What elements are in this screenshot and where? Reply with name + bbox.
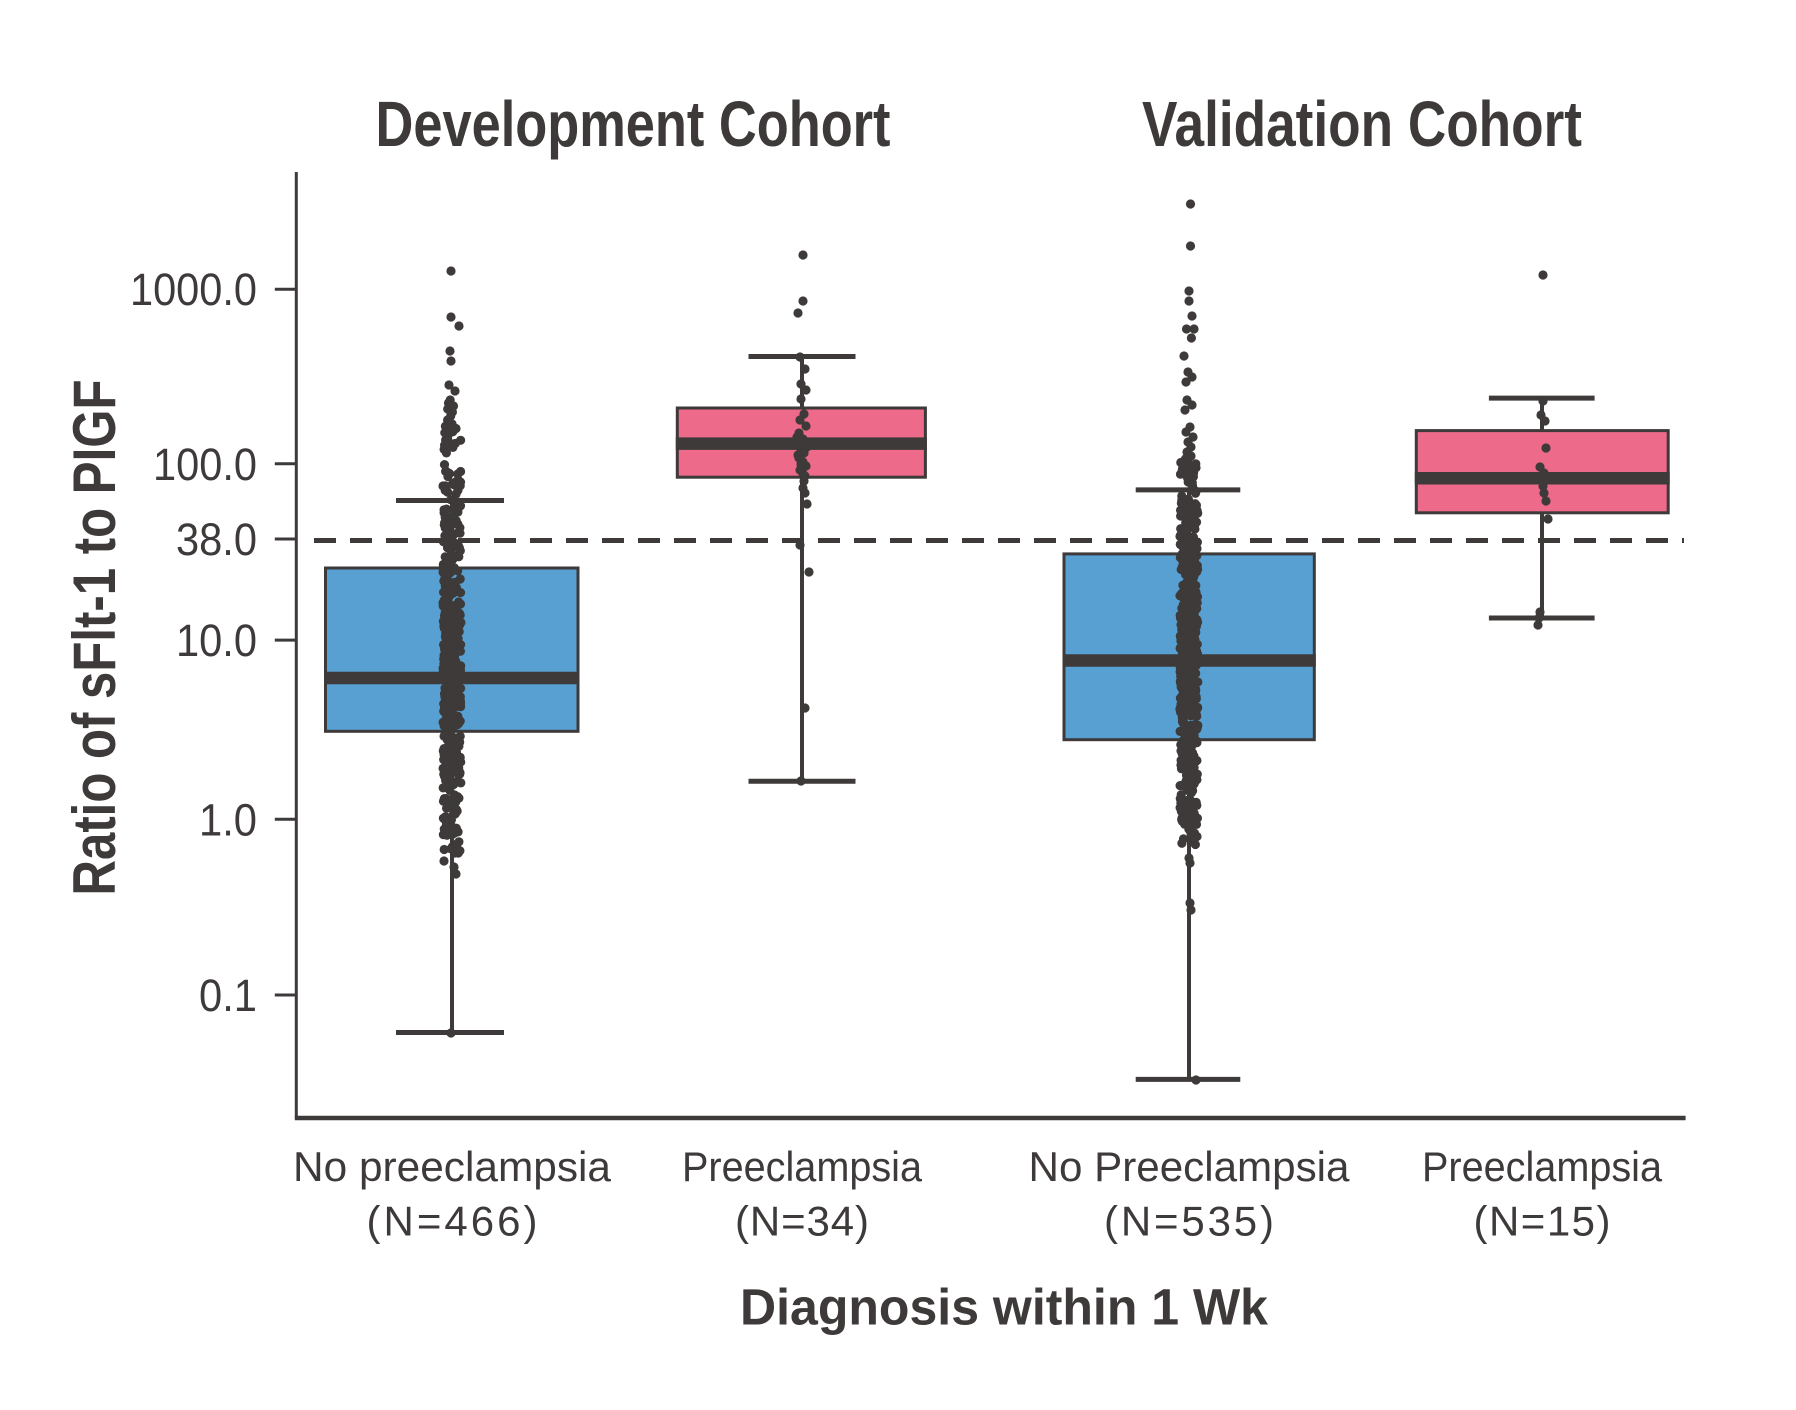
- svg-text:0.1: 0.1: [199, 970, 257, 1021]
- svg-text:Development Cohort: Development Cohort: [376, 88, 891, 160]
- svg-text:Diagnosis within 1 Wk: Diagnosis within 1 Wk: [740, 1279, 1269, 1336]
- svg-text:1000.0: 1000.0: [130, 264, 257, 315]
- svg-text:38.0: 38.0: [176, 514, 257, 565]
- svg-text:(N=15): (N=15): [1474, 1198, 1611, 1245]
- svg-text:Preeclampsia: Preeclampsia: [682, 1143, 923, 1190]
- svg-text:No preeclampsia: No preeclampsia: [293, 1143, 612, 1190]
- svg-text:(N=535): (N=535): [1104, 1198, 1274, 1245]
- svg-text:Preeclampsia: Preeclampsia: [1422, 1143, 1663, 1190]
- svg-text:Ratio of sFlt-1 to PIGF: Ratio of sFlt-1 to PIGF: [61, 380, 128, 896]
- svg-text:No Preeclampsia: No Preeclampsia: [1029, 1143, 1351, 1190]
- svg-text:(N=34): (N=34): [735, 1198, 869, 1245]
- svg-text:10.0: 10.0: [176, 615, 257, 666]
- svg-text:(N=466): (N=466): [367, 1198, 538, 1245]
- svg-text:100.0: 100.0: [153, 439, 257, 490]
- svg-text:Validation Cohort: Validation Cohort: [1142, 88, 1582, 160]
- svg-text:1.0: 1.0: [199, 794, 257, 845]
